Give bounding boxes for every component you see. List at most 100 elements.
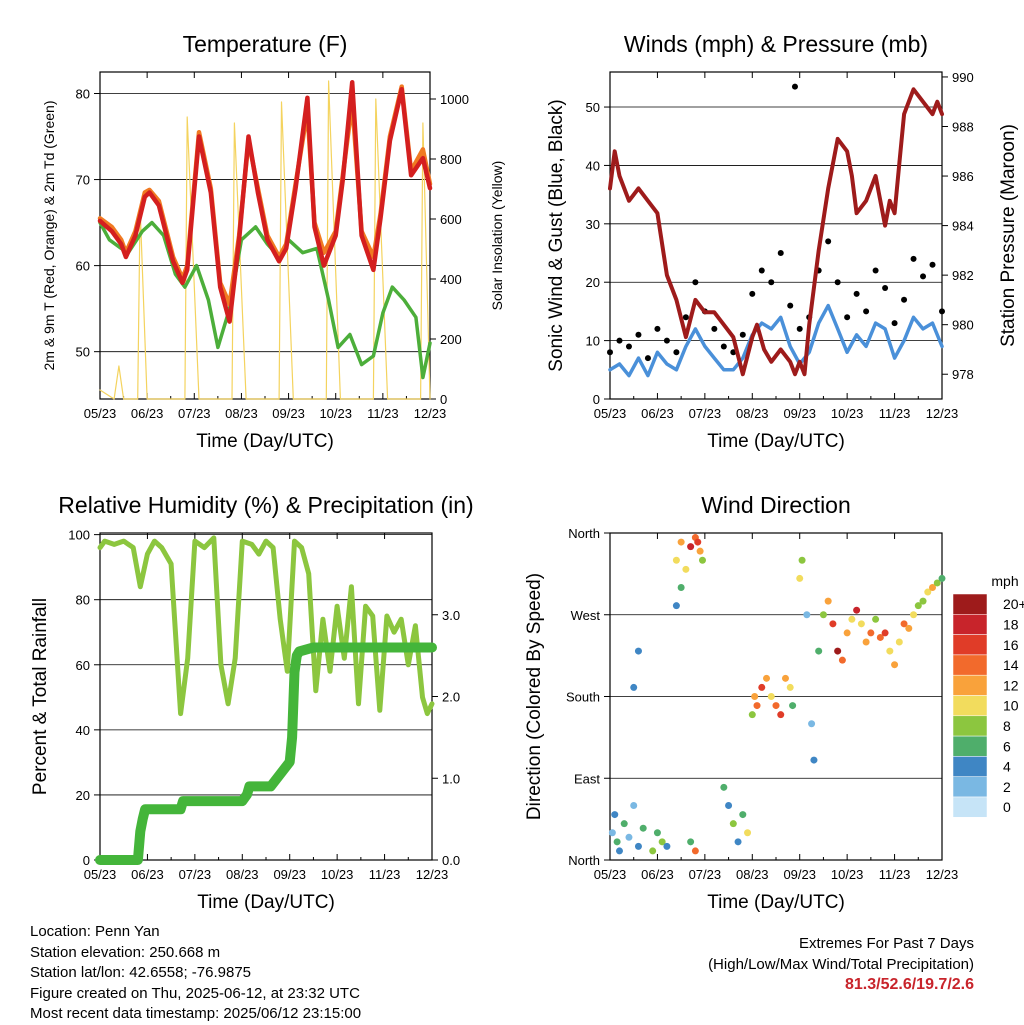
- y-tick-label: 70: [76, 173, 90, 188]
- direction-point: [625, 833, 633, 841]
- direction-point: [658, 838, 666, 846]
- y2-tick-label: 986: [952, 169, 974, 184]
- x-tick-label: 05/23: [594, 867, 627, 882]
- y-tick-label: 50: [76, 345, 90, 360]
- x-tick-label: 11/23: [879, 867, 911, 882]
- gust-point: [787, 302, 794, 309]
- x-tick-label: 08/23: [225, 406, 258, 421]
- x-tick-label: 05/23: [594, 406, 627, 421]
- gust-point: [682, 314, 689, 321]
- station-info: Location: Penn Yan Station elevation: 25…: [30, 922, 510, 1025]
- gust-point: [901, 296, 908, 303]
- y2-tick-label: 600: [440, 212, 462, 227]
- speed-legend: mph 20+ 18 16 14 12 10 8 6 4 2 0: [952, 573, 1024, 818]
- chart-title: Temperature (F): [183, 31, 348, 57]
- direction-point: [781, 674, 789, 682]
- direction-point: [677, 584, 685, 591]
- direction-point: [900, 620, 908, 628]
- legend-swatch: [952, 735, 988, 757]
- direction-point: [739, 811, 747, 819]
- gust-point: [711, 325, 718, 332]
- precip-series: [95, 642, 437, 865]
- direction-point: [649, 847, 657, 855]
- direction-point: [853, 606, 861, 614]
- y-tick-label: 30: [586, 217, 600, 232]
- gust-point: [844, 314, 851, 321]
- y-tick-label: 60: [76, 658, 90, 673]
- y-tick-label: 50: [586, 100, 600, 115]
- dewpoint-series: [98, 220, 432, 380]
- direction-point: [808, 720, 816, 728]
- direction-point: [843, 629, 851, 637]
- direction-point: [639, 824, 647, 832]
- x-tick-label: 08/23: [736, 406, 769, 421]
- direction-point: [615, 847, 623, 855]
- legend-swatch: [952, 634, 988, 656]
- direction-point: [608, 829, 616, 837]
- direction-point: [767, 693, 775, 700]
- gust-point: [749, 290, 756, 297]
- direction-point: [838, 656, 846, 664]
- rh-series: [97, 535, 435, 717]
- legend-label: 8: [1003, 718, 1011, 734]
- y-tick-label: West: [571, 608, 601, 623]
- y2-tick-label: 978: [952, 367, 974, 382]
- x-tick-label: 08/23: [736, 867, 769, 882]
- legend-swatch: [952, 593, 988, 615]
- y2-axis-label: Solar Insolation (Yellow): [489, 161, 505, 311]
- y-axis-label: Percent & Total Rainfall: [30, 598, 51, 795]
- gust-point: [853, 290, 860, 297]
- y-tick-label: 100: [68, 528, 90, 543]
- y2-tick-label: 1.0: [442, 771, 460, 786]
- direction-point: [630, 683, 638, 691]
- gust-point: [768, 279, 775, 286]
- direction-point: [919, 597, 927, 605]
- gust-point: [758, 267, 765, 274]
- x-tick-label: 07/23: [689, 406, 722, 421]
- gust-point: [939, 308, 945, 315]
- direction-point: [672, 602, 680, 610]
- direction-point: [729, 820, 737, 828]
- wind-series: [608, 303, 944, 378]
- direction-point: [905, 624, 913, 632]
- y-tick-label: 80: [76, 593, 90, 608]
- direction-point: [891, 661, 899, 669]
- direction-point: [815, 647, 823, 655]
- y2-tick-label: 988: [952, 120, 974, 135]
- legend-label: 6: [1003, 738, 1011, 754]
- gust-point: [863, 308, 870, 315]
- legend-swatch: [952, 776, 988, 798]
- direction-point: [886, 647, 894, 655]
- x-tick-label: 07/23: [178, 406, 211, 421]
- direction-point: [620, 820, 628, 828]
- direction-point: [848, 615, 856, 623]
- legend-label: 16: [1003, 637, 1019, 653]
- direction-point: [611, 811, 619, 819]
- humidity-chart: 05/23 06/23 07/23 08/23 09/23 10/23 11/23 12/23…: [30, 492, 474, 913]
- extremes-subtitle: (High/Low/Max Wind/Total Precipitation): [708, 955, 974, 973]
- gust-point: [791, 83, 798, 90]
- solar-series: [99, 80, 431, 400]
- y-tick-label: 40: [586, 158, 600, 173]
- gust-point: [872, 267, 879, 274]
- y-tick-label: 20: [76, 788, 90, 803]
- x-tick-label: 06/23: [641, 867, 674, 882]
- y-tick-label: South: [566, 690, 600, 705]
- direction-point: [613, 838, 621, 846]
- direction-point: [772, 702, 780, 710]
- gust-point: [663, 337, 670, 344]
- direction-point: [687, 543, 695, 551]
- y2-tick-label: 200: [440, 332, 462, 347]
- y-axis-label: 2m & 9m T (Red, Orange) & 2m Td (Green): [41, 101, 57, 371]
- y-tick-label: East: [574, 771, 600, 786]
- x-axis-label: Time (Day/UTC): [197, 892, 335, 913]
- extremes-values: 81.3/52.6/19.7/2.6: [845, 976, 974, 993]
- direction-point: [634, 842, 642, 850]
- gust-point: [929, 261, 936, 268]
- y2-tick-label: 3.0: [442, 608, 460, 623]
- y-tick-label: North: [568, 526, 600, 541]
- direction-point: [914, 602, 922, 610]
- legend-label: 14: [1003, 657, 1019, 673]
- gust-point: [739, 331, 746, 338]
- x-tick-label: 10/23: [831, 867, 864, 882]
